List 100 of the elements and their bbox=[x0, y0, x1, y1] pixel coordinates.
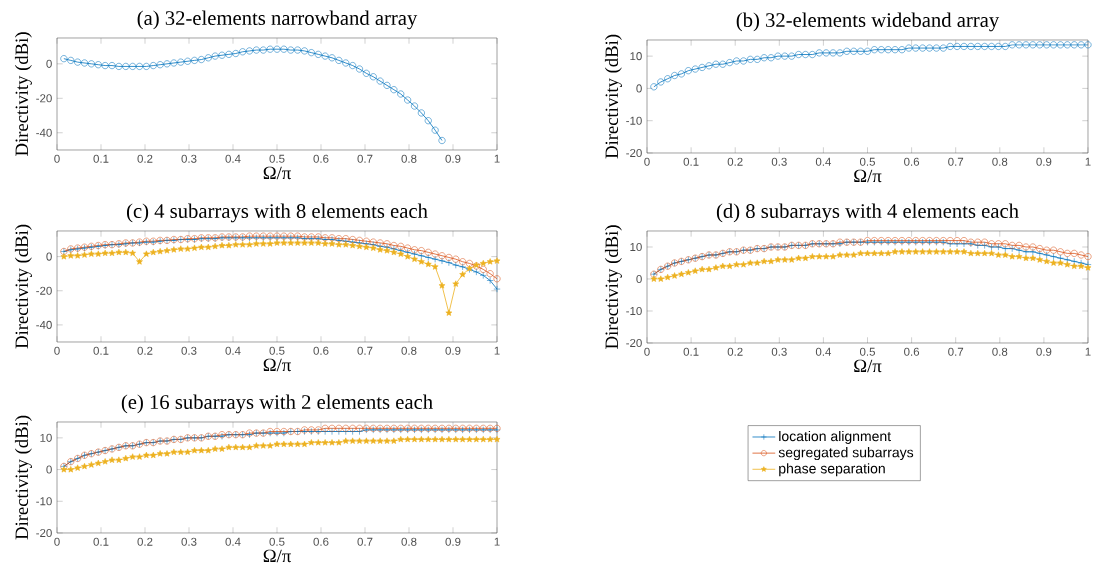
x-tick-label: 0.8 bbox=[992, 347, 1008, 356]
point bbox=[356, 65, 363, 73]
x-tick-label: 0.1 bbox=[93, 154, 109, 163]
legend-label: phase separation bbox=[779, 463, 885, 477]
x-tick-label: 0.5 bbox=[269, 346, 285, 355]
point bbox=[342, 59, 350, 67]
point bbox=[204, 54, 212, 62]
x-axis-title: Ω/π bbox=[854, 169, 882, 183]
x-tick-label: 0.8 bbox=[992, 157, 1008, 166]
point bbox=[424, 117, 432, 125]
x-tick-label: 0.1 bbox=[683, 347, 699, 356]
x-tick-label: 0.6 bbox=[904, 347, 920, 356]
point bbox=[87, 60, 95, 68]
point bbox=[108, 62, 116, 70]
point bbox=[184, 57, 192, 65]
x-tick-label: 0.4 bbox=[225, 537, 241, 546]
y-tick-label: -10 bbox=[36, 497, 52, 506]
point bbox=[349, 62, 357, 70]
chart-title: (c) 4 subarrays with 8 elements each bbox=[126, 203, 428, 223]
point bbox=[197, 56, 205, 63]
point bbox=[74, 58, 82, 66]
point bbox=[287, 46, 295, 54]
y-tick-label: 0 bbox=[46, 59, 52, 68]
point bbox=[383, 81, 391, 89]
x-tick-label: 0.7 bbox=[357, 537, 373, 546]
point bbox=[211, 52, 219, 60]
point bbox=[142, 62, 150, 70]
point bbox=[191, 56, 198, 64]
point bbox=[67, 56, 75, 64]
x-tick-label: 0.1 bbox=[93, 537, 109, 546]
point bbox=[294, 46, 302, 54]
point bbox=[136, 62, 143, 70]
x-tick-label: 0.2 bbox=[137, 154, 153, 163]
x-tick-label: 0.3 bbox=[771, 347, 787, 356]
chart-title: (d) 8 subarrays with 4 elements each bbox=[716, 203, 1019, 223]
x-tick-label: 0.5 bbox=[269, 537, 285, 546]
x-axis-title: Ω/π bbox=[263, 358, 291, 372]
y-tick-label: 0 bbox=[46, 252, 52, 261]
point bbox=[362, 69, 370, 77]
y-tick-label: -20 bbox=[36, 286, 52, 295]
y-tick-label: -40 bbox=[36, 128, 52, 137]
x-axis-title: Ω/π bbox=[854, 359, 882, 373]
x-tick-label: 0.5 bbox=[859, 157, 875, 166]
point bbox=[273, 45, 281, 53]
y-tick-label: -20 bbox=[626, 148, 642, 158]
x-tick-label: 0.3 bbox=[181, 154, 197, 163]
x-tick-label: 0.2 bbox=[727, 157, 743, 166]
y-axis-title: Directivity (dBi) bbox=[14, 415, 32, 540]
y-tick-label: -20 bbox=[626, 338, 642, 348]
y-axis-title: Directivity (dBi) bbox=[14, 32, 32, 156]
y-tick-label: 0 bbox=[46, 465, 52, 474]
point bbox=[246, 47, 253, 55]
x-tick-label: 0 bbox=[54, 154, 60, 163]
point bbox=[431, 126, 439, 134]
point bbox=[369, 73, 377, 81]
x-tick-label: 0.6 bbox=[313, 346, 329, 355]
chart-title: (e) 16 subarrays with 2 elements each bbox=[121, 394, 433, 414]
x-tick-label: 0.2 bbox=[137, 537, 153, 546]
chart-title: (a) 32-elements narrowband array bbox=[137, 10, 418, 30]
x-tick-label: 0.6 bbox=[313, 154, 329, 163]
y-axis-title: Directivity (dBi) bbox=[14, 224, 32, 349]
x-tick-label: 0.2 bbox=[727, 347, 743, 356]
y-tick-label: 10 bbox=[630, 52, 642, 61]
x-tick-label: 1 bbox=[494, 346, 500, 355]
point bbox=[252, 46, 260, 54]
legend-label: location alignment bbox=[779, 430, 891, 444]
y-tick-label: -20 bbox=[36, 94, 52, 103]
legend-label: segregated subarrays bbox=[778, 447, 914, 461]
x-tick-label: 1 bbox=[494, 537, 500, 546]
x-tick-label: 0.1 bbox=[683, 157, 699, 166]
point bbox=[404, 96, 412, 104]
x-tick-label: 0.4 bbox=[225, 346, 241, 355]
point bbox=[301, 47, 308, 55]
x-tick-label: 0 bbox=[54, 537, 60, 546]
y-tick-label: 10 bbox=[40, 433, 52, 442]
x-tick-label: 0.7 bbox=[948, 347, 964, 356]
point bbox=[417, 109, 425, 117]
point bbox=[94, 61, 102, 69]
point bbox=[390, 86, 398, 94]
y-axis-title: Directivity (dBi) bbox=[604, 225, 622, 349]
x-tick-label: 1 bbox=[1085, 347, 1091, 356]
y-tick-label: 10 bbox=[630, 242, 642, 252]
point bbox=[411, 102, 418, 110]
x-tick-label: 0.6 bbox=[904, 157, 920, 166]
x-tick-label: 0.7 bbox=[357, 154, 373, 163]
y-tick-label: -10 bbox=[626, 116, 642, 125]
x-tick-label: 1 bbox=[1085, 157, 1091, 166]
point bbox=[177, 58, 185, 66]
point bbox=[170, 59, 178, 67]
x-tick-label: 0.8 bbox=[401, 537, 417, 546]
x-tick-label: 0.9 bbox=[1036, 347, 1052, 356]
x-tick-label: 0.7 bbox=[948, 157, 964, 166]
x-axis-title: Ω/π bbox=[263, 549, 291, 563]
point bbox=[335, 56, 343, 64]
point bbox=[156, 61, 164, 69]
x-tick-label: 0.9 bbox=[445, 346, 461, 355]
point bbox=[314, 50, 322, 58]
x-tick-label: 0.3 bbox=[181, 346, 197, 355]
point bbox=[280, 45, 288, 53]
x-tick-label: 0.5 bbox=[269, 154, 285, 163]
